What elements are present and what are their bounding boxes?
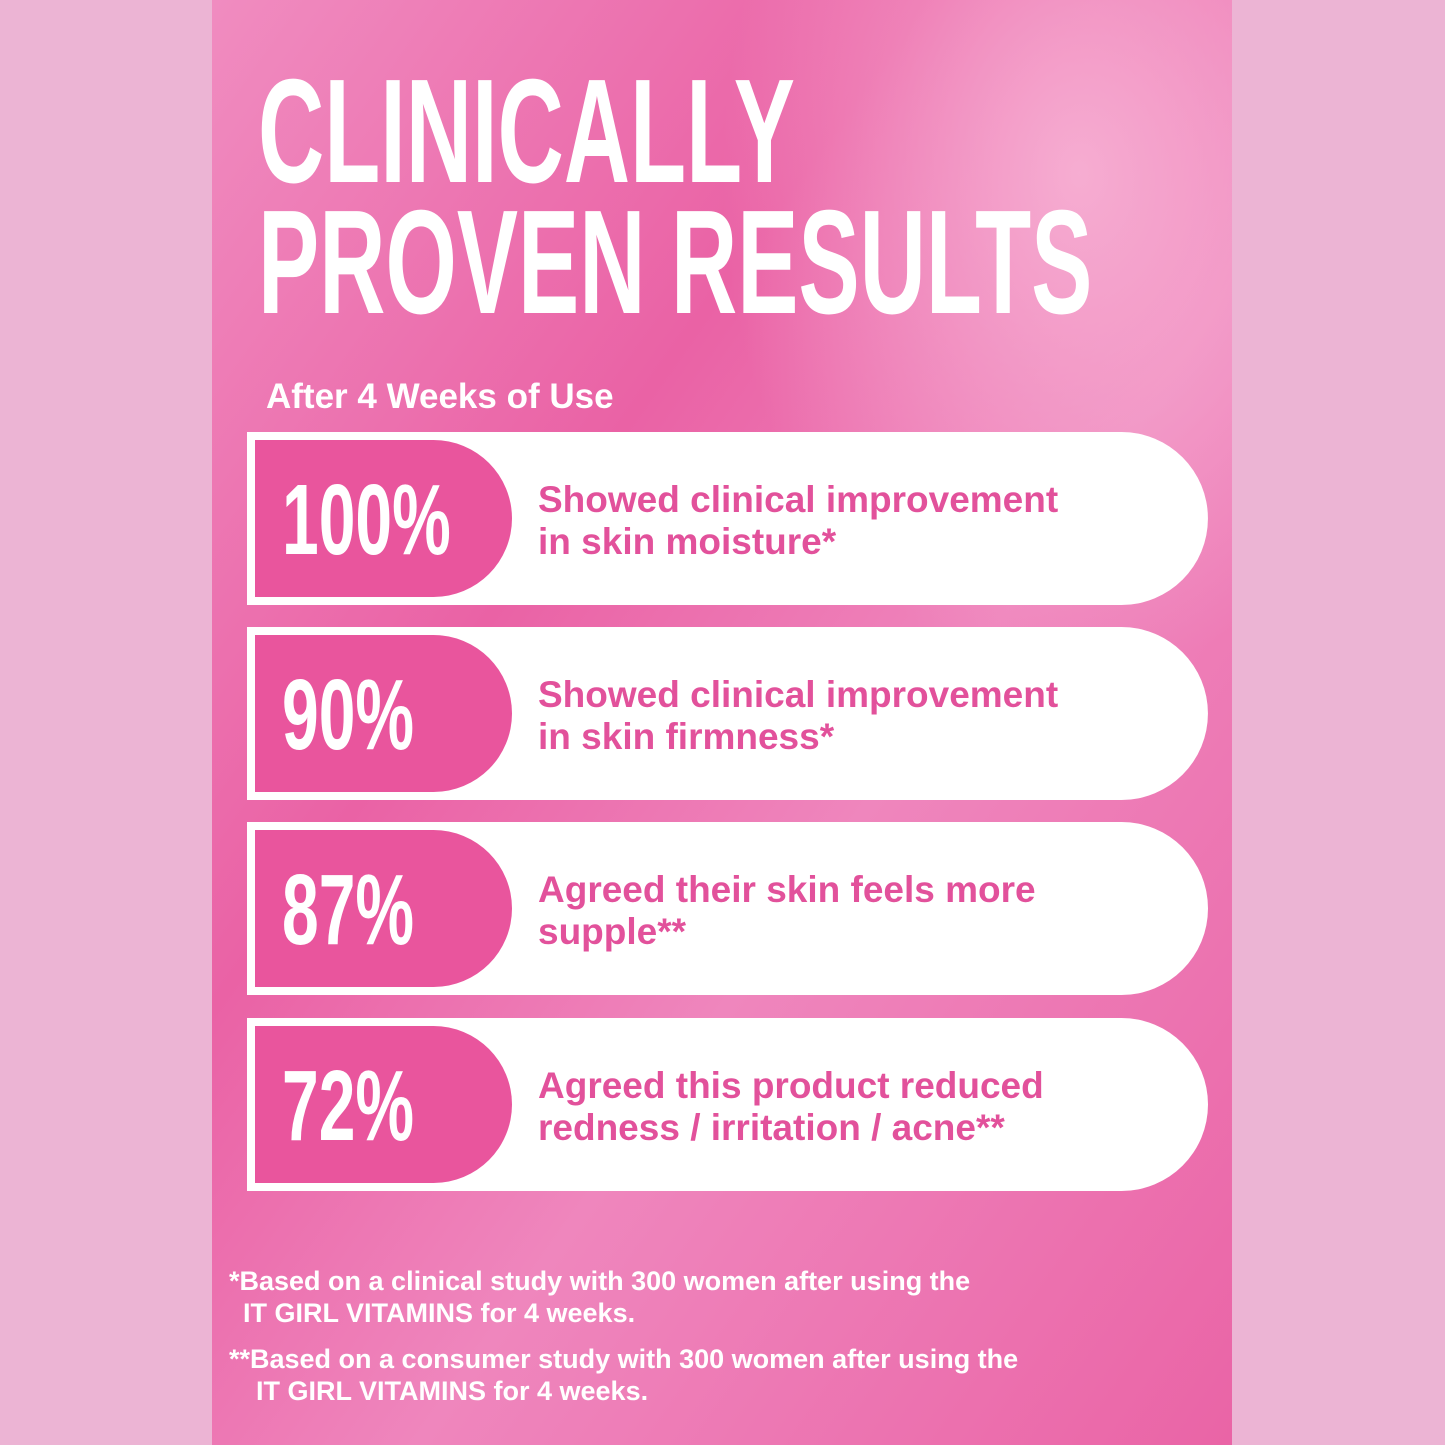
- percent-badge: [255, 635, 512, 792]
- percent-badge: [255, 830, 512, 987]
- percent-badge: [255, 440, 512, 597]
- result-text: Agreed this product reduced: [538, 1065, 1044, 1106]
- footnote: IT GIRL VITAMINS for 4 weeks.: [243, 1298, 635, 1328]
- percent-value: 90%: [282, 658, 414, 770]
- footnote: IT GIRL VITAMINS for 4 weeks.: [256, 1376, 648, 1406]
- footnote: **Based on a consumer study with 300 wom…: [229, 1344, 1018, 1374]
- result-text: Showed clinical improvement: [538, 674, 1058, 715]
- percent-badge: [255, 1026, 512, 1183]
- subtitle: After 4 Weeks of Use: [266, 377, 614, 416]
- percent-value: 100%: [282, 463, 451, 575]
- result-text: Agreed their skin feels more: [538, 869, 1036, 910]
- footnote: *Based on a clinical study with 300 wome…: [229, 1266, 970, 1296]
- result-text: redness / irritation / acne**: [538, 1107, 1005, 1148]
- percent-value: 72%: [282, 1049, 414, 1161]
- percent-value: 87%: [282, 853, 414, 965]
- title-line: CLINICALLY: [258, 50, 795, 215]
- title-line: PROVEN RESULTS: [258, 181, 1092, 346]
- result-text: in skin moisture*: [538, 521, 837, 562]
- result-text: in skin firmness*: [538, 716, 835, 757]
- result-text: supple**: [538, 911, 687, 952]
- result-text: Showed clinical improvement: [538, 479, 1058, 520]
